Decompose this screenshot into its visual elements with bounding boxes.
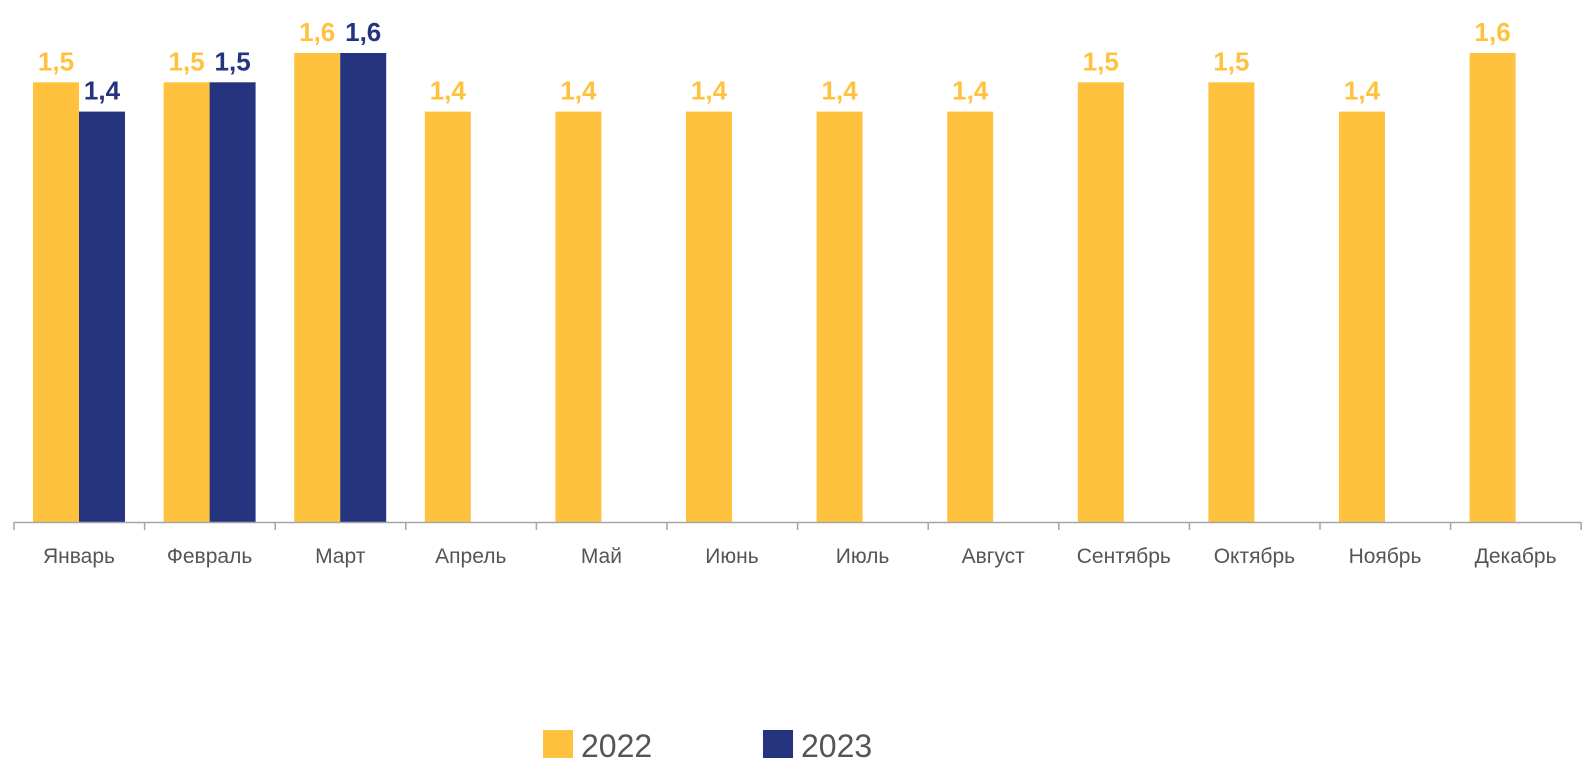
legend-label-2023: 2023 — [801, 728, 872, 764]
x-tick-label: Январь — [43, 545, 115, 568]
legend-swatch-2022 — [543, 730, 573, 758]
data-label-2022-3: 1,6 — [299, 17, 335, 47]
x-tick-label: Март — [315, 545, 366, 568]
x-tick-label: Октябрь — [1214, 545, 1295, 568]
bar-2023-3 — [340, 53, 387, 522]
bar-2022-12 — [1469, 53, 1516, 522]
x-tick-label: Июль — [836, 545, 890, 568]
x-tick-label: Апрель — [435, 545, 506, 568]
data-label-2022-1: 1,5 — [38, 46, 74, 76]
legend-label-2022: 2022 — [581, 728, 652, 764]
x-tick-label: Февраль — [167, 545, 252, 568]
bar-2023-1 — [79, 111, 125, 522]
x-tick-label: Ноябрь — [1349, 545, 1422, 568]
bar-2023-2 — [209, 82, 256, 523]
data-label-2022-2: 1,5 — [169, 46, 205, 76]
bar-2022-5 — [555, 111, 602, 522]
bar-2022-8 — [947, 111, 994, 522]
data-label-2022-12: 1,6 — [1475, 17, 1511, 47]
data-label-2022-4: 1,4 — [430, 76, 467, 106]
bar-2022-10 — [1208, 82, 1255, 523]
data-label-2022-8: 1,4 — [952, 76, 989, 106]
data-label-2022-10: 1,5 — [1213, 46, 1249, 76]
x-tick-label: Май — [581, 545, 622, 568]
bars-layer — [33, 53, 1516, 523]
data-label-2022-6: 1,4 — [691, 76, 728, 106]
bar-2022-9 — [1077, 82, 1124, 523]
bar-2022-4 — [424, 111, 471, 522]
bar-2022-7 — [816, 111, 863, 522]
data-label-2022-5: 1,4 — [560, 76, 597, 106]
legend-swatch-2023 — [763, 730, 793, 758]
legend: 2022 2023 — [543, 728, 872, 764]
x-tick-label: Июнь — [705, 545, 758, 568]
data-label-2022-11: 1,4 — [1344, 76, 1381, 106]
bar-2022-11 — [1339, 111, 1385, 522]
bar-2022-6 — [686, 111, 732, 522]
data-labels-layer: 1,5 1,4 1,5 1,5 1,6 1,6 1,4 1,4 1,4 1,4 1,4 1,5 1,5 1… — [38, 17, 1511, 106]
x-axis: Январь Февраль Март Апрель Май Июнь Июль Август… — [13, 521, 1582, 568]
data-label-2022-9: 1,5 — [1083, 46, 1119, 76]
x-tick-label: Сентябрь — [1077, 545, 1171, 568]
data-label-2023-1: 1,4 — [84, 76, 121, 106]
data-label-2022-7: 1,4 — [822, 76, 859, 106]
data-label-2023-2: 1,5 — [215, 46, 251, 76]
bar-2022-2 — [163, 82, 210, 523]
data-label-2023-3: 1,6 — [345, 17, 381, 47]
x-tick-label: Декабрь — [1475, 545, 1557, 568]
bar-2022-1 — [33, 82, 79, 523]
bar-2022-3 — [294, 53, 341, 522]
x-tick-label: Август — [962, 545, 1026, 568]
